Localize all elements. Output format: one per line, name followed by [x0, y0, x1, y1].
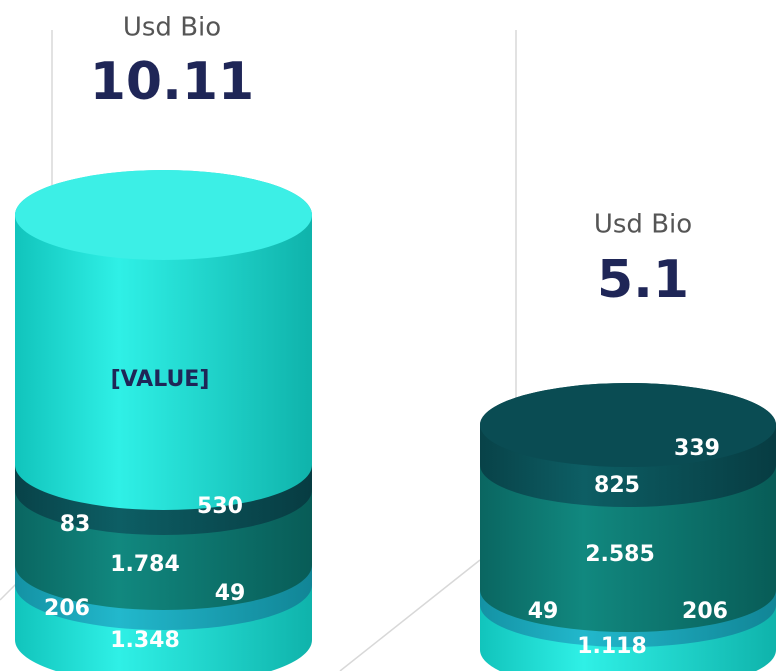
segment-label: 49 — [528, 599, 559, 624]
segment-label: 1.348 — [110, 628, 180, 653]
cylinder-segment — [15, 170, 312, 511]
cylinders — [15, 170, 776, 671]
unit-label: Usd Bio — [594, 210, 692, 240]
segment-label: 825 — [594, 473, 640, 498]
cylinder-top — [15, 170, 312, 260]
segment-label: 1.118 — [577, 634, 647, 659]
labels: Usd Bio 10.11 [VALUE] 83 530 1.784 49 206 1.348 U… — [44, 13, 728, 660]
total-label: 10.11 — [90, 52, 254, 112]
segment-label: 2.585 — [585, 542, 655, 567]
segment-label: 339 — [674, 436, 720, 461]
total-label: 5.1 — [597, 250, 689, 310]
segment-label: 49 — [215, 581, 246, 606]
segment-label: 530 — [197, 494, 243, 519]
unit-label: Usd Bio — [123, 13, 221, 43]
segment-label: 1.784 — [110, 552, 180, 577]
cylinder-top — [480, 383, 776, 467]
segment-label: 206 — [682, 599, 728, 624]
segment-label: 206 — [44, 596, 90, 621]
segment-label: [VALUE] — [111, 367, 210, 392]
grid-line — [339, 559, 481, 671]
segment-label: 83 — [60, 512, 91, 537]
